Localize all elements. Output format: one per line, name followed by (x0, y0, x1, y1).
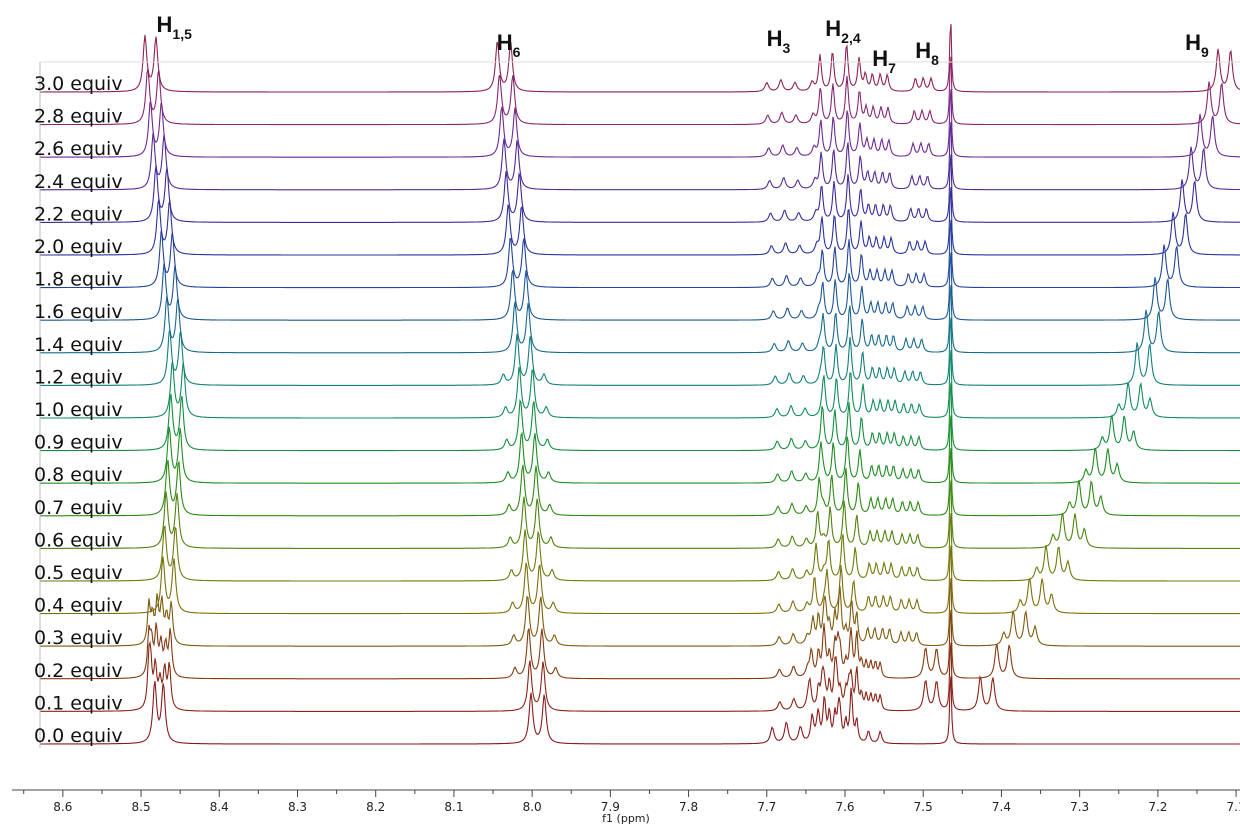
spectrum-0.2-equiv (40, 610, 1240, 680)
peak-label-H24: H2,4 (825, 16, 861, 46)
x-tick-label-7.4: 7.4 (992, 800, 1011, 814)
spectrum-0.0-equiv (40, 676, 1240, 745)
x-tick-group: 8.6 8.5 8.4 8.3 8.2 8.1 8.0 7.9 7.8 7.7 7.6 7.5 7.4 7… (23, 790, 1240, 814)
equiv-label: 1.0 equiv (34, 399, 123, 421)
spectrum-2.0-equiv (40, 187, 1240, 256)
equiv-label: 0.2 equiv (34, 660, 123, 682)
spectrum-1.4-equiv (40, 284, 1240, 354)
spectra-group (39, 24, 1240, 748)
peak-label-H6: H6 (497, 30, 521, 60)
equiv-label: 2.6 equiv (34, 138, 123, 160)
spectrum-0.7-equiv (40, 447, 1240, 517)
x-tick-label-7.9: 7.9 (601, 800, 620, 814)
spectrum-0.6-equiv (40, 480, 1240, 549)
x-tick-label-7.1: 7.1 (1227, 800, 1240, 814)
x-tick-label-7.2: 7.2 (1148, 800, 1167, 814)
equiv-label-group: 0.0 equiv 0.1 equiv 0.2 equiv 0.3 equiv 0.4 … (34, 73, 123, 747)
equiv-label: 0.4 equiv (34, 595, 123, 617)
equiv-label: 0.5 equiv (34, 562, 123, 584)
spectrum-0.4-equiv (40, 545, 1240, 615)
equiv-label: 2.2 equiv (34, 203, 123, 225)
peak-label-H9: H9 (1185, 30, 1209, 60)
equiv-label: 2.8 equiv (34, 106, 123, 128)
x-tick-label-7.6: 7.6 (835, 800, 854, 814)
x-tick-label-7.3: 7.3 (1070, 800, 1089, 814)
peak-label-H7: H7 (872, 46, 896, 76)
x-tick-label-8.4: 8.4 (210, 800, 229, 814)
spectrum-1.8-equiv (40, 219, 1240, 289)
x-tick-label-7.7: 7.7 (757, 800, 776, 814)
equiv-label: 0.3 equiv (34, 627, 123, 649)
equiv-label: 0.0 equiv (34, 725, 123, 747)
x-tick-label-8.6: 8.6 (53, 800, 72, 814)
equiv-label: 1.6 equiv (34, 301, 123, 323)
equiv-label: 2.0 equiv (34, 236, 123, 258)
spectrum-2.8-equiv (40, 56, 1240, 126)
equiv-label: 0.6 equiv (34, 529, 123, 551)
equiv-label: 0.9 equiv (34, 432, 123, 454)
spectrum-1.6-equiv (40, 252, 1240, 321)
peak-label-H15: H1,5 (157, 12, 193, 42)
equiv-label: 0.1 equiv (34, 692, 123, 714)
equiv-label: 0.8 equiv (34, 464, 123, 486)
peak-label-H8: H8 (915, 38, 939, 68)
equiv-label: 2.4 equiv (34, 171, 123, 193)
x-tick-label-7.5: 7.5 (914, 800, 933, 814)
equiv-label: 0.7 equiv (34, 497, 123, 519)
spectrum-2.4-equiv (40, 121, 1240, 191)
spectrum-3.0-equiv (40, 24, 1240, 93)
equiv-label: 1.2 equiv (34, 366, 123, 388)
x-tick-label-8.2: 8.2 (366, 800, 385, 814)
x-tick-label-8.1: 8.1 (444, 800, 463, 814)
x-tick-label-8.3: 8.3 (288, 800, 307, 814)
equiv-label: 1.4 equiv (34, 334, 123, 356)
peak-label-H3: H3 (767, 26, 791, 56)
x-axis-title: f1 (ppm) (602, 812, 650, 825)
spectrum-0.3-equiv (40, 578, 1240, 647)
spectrum-1.2-equiv (40, 317, 1240, 386)
spectrum-2.2-equiv (40, 154, 1240, 223)
x-tick-label-8.5: 8.5 (132, 800, 151, 814)
spectrum-2.6-equiv (40, 89, 1240, 158)
spectrum-0.9-equiv (40, 382, 1240, 452)
spectrum-1.0-equiv (40, 350, 1240, 419)
spectrum-0.1-equiv (40, 640, 1240, 712)
spectrum-0.8-equiv (40, 415, 1240, 484)
peak-label-group: H1,5 H6 H3 H2,4 H7 H8 H9 (157, 12, 1209, 76)
equiv-label: 1.8 equiv (34, 269, 123, 291)
x-axis: 8.6 8.5 8.4 8.3 8.2 8.1 8.0 7.9 7.8 7.7 7.6 7.5 7.4 7… (12, 789, 1240, 825)
x-tick-label-7.8: 7.8 (679, 800, 698, 814)
spectrum-0.5-equiv (40, 513, 1240, 582)
equiv-label: 3.0 equiv (34, 73, 123, 95)
x-tick-label-8.0: 8.0 (523, 800, 542, 814)
